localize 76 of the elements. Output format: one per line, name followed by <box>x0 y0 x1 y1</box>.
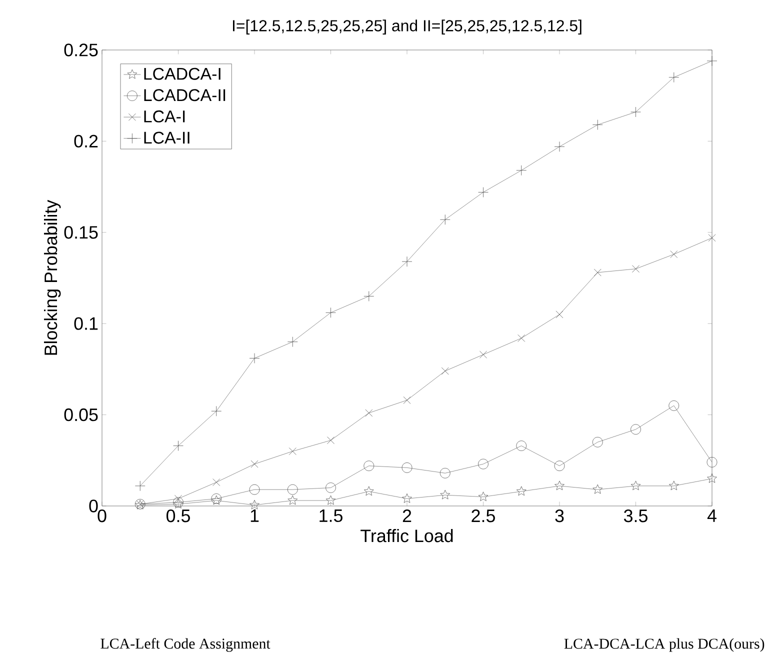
point <box>212 478 220 486</box>
point <box>288 495 298 505</box>
point <box>287 484 298 495</box>
y-tick-label: 0.2 <box>74 134 98 148</box>
point <box>365 409 373 417</box>
point <box>326 482 336 493</box>
x-tick-label: 3.5 <box>624 509 648 522</box>
point <box>630 480 641 490</box>
point <box>440 214 450 225</box>
point <box>556 310 564 318</box>
point <box>402 256 412 267</box>
text: LCA-Left Code Assignment <box>100 638 270 652</box>
point <box>518 334 526 342</box>
point <box>327 436 334 444</box>
point <box>668 480 679 490</box>
y-tick-label: 0.15 <box>64 226 98 239</box>
y-tick-label: 0.05 <box>64 408 98 422</box>
point <box>364 486 374 496</box>
x-axis-title: Traffic Load <box>360 529 453 542</box>
point <box>708 234 716 242</box>
point <box>668 400 680 411</box>
point <box>134 480 146 492</box>
point <box>478 458 488 470</box>
y-tick-label: 0.25 <box>64 44 98 56</box>
point <box>592 484 603 494</box>
point <box>249 484 260 495</box>
legend-label: LCADCA-II <box>144 89 226 102</box>
x-tick-label: 4 <box>707 510 716 522</box>
point <box>516 440 527 451</box>
point <box>594 268 602 276</box>
point <box>592 436 603 448</box>
point <box>288 448 296 455</box>
chart-title: I=[12.5,12.5,25,25,25] and II=[25,25,25,12.5,12.5] <box>232 20 582 35</box>
point <box>364 460 374 472</box>
x-tick-label: 1.5 <box>320 510 342 522</box>
point <box>440 468 450 478</box>
x-tick-label: 0.5 <box>166 509 190 522</box>
point <box>632 265 640 273</box>
point <box>364 291 374 302</box>
legend-label: LCA-II <box>144 132 190 144</box>
point <box>403 396 411 404</box>
point <box>668 72 680 83</box>
point <box>211 406 222 416</box>
x-tick-label: 2 <box>402 509 412 522</box>
point <box>706 56 718 66</box>
point <box>707 473 717 483</box>
point <box>706 457 718 468</box>
point <box>592 120 603 130</box>
point <box>326 307 336 318</box>
point <box>441 367 449 375</box>
point <box>402 494 412 503</box>
point <box>250 460 258 468</box>
point <box>402 462 412 473</box>
point <box>516 486 526 496</box>
point <box>554 141 565 152</box>
legend-label: LCADCA-I <box>144 68 220 80</box>
x-tick-label: 3 <box>555 509 564 522</box>
point <box>440 490 450 500</box>
text: LCA-DCA-LCA plus DCA(ours) <box>564 638 764 652</box>
point <box>478 492 488 502</box>
point <box>554 480 564 490</box>
point <box>287 336 298 348</box>
legend-label: LCA-I <box>144 110 185 122</box>
x-tick-label: 2.5 <box>472 509 495 522</box>
y-axis-title: Blocking Probability <box>44 200 61 355</box>
x-tick-label: 1 <box>250 510 259 522</box>
point <box>250 500 260 510</box>
point <box>516 165 527 176</box>
y-tick-label: 0.1 <box>74 317 98 330</box>
point <box>630 424 641 435</box>
x-tick-label: 0 <box>98 509 106 522</box>
point <box>480 350 487 358</box>
point <box>554 460 565 472</box>
y-tick-label: 0 <box>89 500 98 512</box>
point <box>670 250 678 258</box>
point <box>326 495 336 505</box>
